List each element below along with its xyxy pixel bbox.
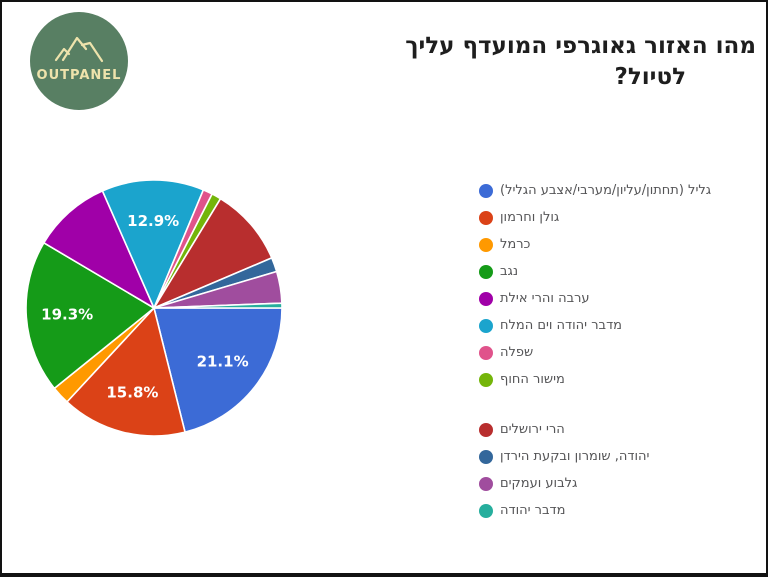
legend-item-9: יהודה, שומרון ובקעת הירדן: [479, 443, 711, 470]
legend-item-10: גלבוע ועמקים: [479, 470, 711, 497]
legend-item-5: מדבר יהודה וים המלח: [479, 312, 711, 339]
legend-label: מדבר יהודה וים המלח: [500, 318, 622, 333]
legend-label: גליל (תחתון/עליון/מערבי/אצבע הגליל): [500, 183, 712, 198]
outpanel-logo: OUTPANEL: [30, 12, 128, 110]
pie-slice-5[interactable]: [101, 179, 205, 309]
legend-item-11: מדבר יהודה: [479, 497, 711, 524]
legend-label: ערבה והרי אילת: [500, 291, 590, 306]
legend-item-4: ערבה והרי אילת: [479, 285, 711, 312]
legend-swatch-icon: [479, 476, 493, 491]
legend-label: יהודה, שומרון ובקעת הירדן: [500, 449, 650, 464]
pie-slice-4[interactable]: [43, 190, 155, 309]
legend-swatch-icon: [479, 264, 493, 279]
legend-item-6: שפלה: [479, 339, 711, 366]
legend-label: הרי ירושלים: [500, 422, 565, 437]
pie-slice-1[interactable]: [66, 307, 186, 437]
mountain-icon: [30, 12, 128, 110]
legend-group-gap: [479, 393, 711, 416]
legend-swatch-icon: [479, 318, 493, 333]
legend-swatch-icon: [479, 291, 493, 306]
legend-item-8: הרי ירושלים: [479, 416, 711, 443]
pie-slice-0[interactable]: [153, 307, 283, 433]
legend-item-1: גולן וחרמון: [479, 204, 711, 231]
legend-swatch-icon: [479, 503, 493, 518]
page-title-line2: לטיול?: [614, 64, 686, 90]
legend-label: גולן וחרמון: [500, 210, 560, 225]
slice-percent-label: 19.3%: [41, 305, 93, 323]
legend-swatch-icon: [479, 449, 493, 464]
legend-label: מדבר יהודה: [500, 503, 566, 518]
legend-label: גלבוע ועמקים: [500, 476, 578, 491]
slice-percent-label: 12.9%: [127, 212, 179, 230]
logo-text: OUTPANEL: [36, 68, 122, 83]
legend-label: מישור החוף: [500, 372, 565, 387]
legend-item-7: מישור החוף: [479, 366, 711, 393]
legend-swatch-icon: [479, 345, 493, 360]
pie-slice-8[interactable]: [153, 197, 273, 309]
legend-swatch-icon: [479, 422, 493, 437]
legend-item-0: גליל (תחתון/עליון/מערבי/אצבע הגליל): [479, 177, 711, 204]
chart-legend: גליל (תחתון/עליון/מערבי/אצבע הגליל) גולן …: [479, 177, 711, 524]
legend-item-3: נגב: [479, 258, 711, 285]
legend-swatch-icon: [479, 237, 493, 252]
legend-item-2: כרמל: [479, 231, 711, 258]
legend-swatch-icon: [479, 372, 493, 387]
pie-chart: 21.1% 15.8% 19.3% 12.9%: [4, 158, 304, 458]
legend-label: נגב: [500, 264, 519, 279]
page-title-line1: מהו האזור גאוגרפי המועדף עליך: [405, 33, 756, 59]
pie-slice-11[interactable]: [153, 302, 283, 309]
legend-label: כרמל: [500, 237, 531, 252]
pie-slice-3[interactable]: [25, 242, 155, 390]
legend-label: שפלה: [500, 345, 534, 360]
legend-swatch-icon: [479, 210, 493, 225]
slice-percent-label: 21.1%: [197, 353, 249, 371]
slice-percent-label: 15.8%: [106, 383, 158, 401]
legend-swatch-icon: [479, 183, 493, 198]
